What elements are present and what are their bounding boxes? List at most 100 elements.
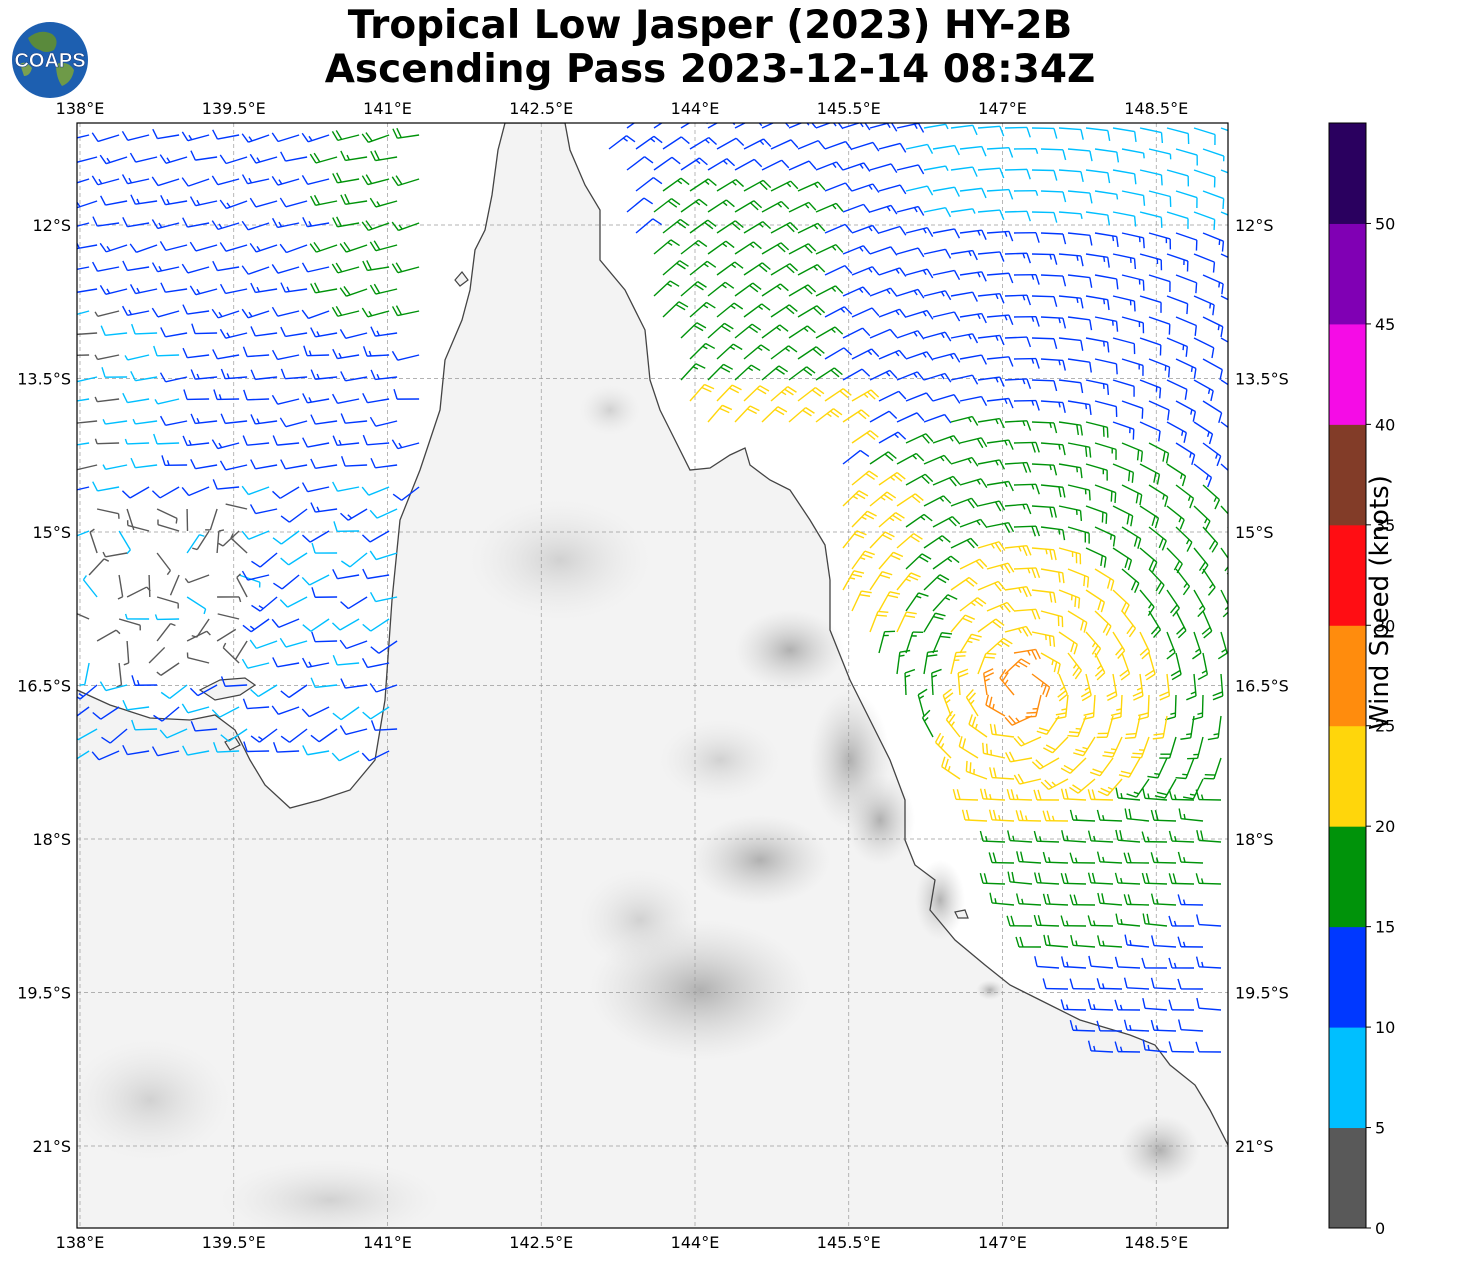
wind-barb (1150, 893, 1177, 906)
wind-barb (959, 633, 982, 654)
wind-barb (923, 612, 946, 633)
wind-barb (961, 809, 988, 822)
wind-barb (1195, 873, 1222, 885)
wind-barb (1201, 610, 1213, 639)
wind-barb (279, 637, 308, 648)
wind-barb (1177, 851, 1204, 864)
wind-barb (280, 728, 308, 743)
wind-barb (1168, 957, 1195, 969)
wind-barb (851, 470, 879, 486)
wind-barb (1166, 337, 1188, 357)
wind-barb (1193, 505, 1211, 531)
wind-barb (788, 243, 817, 255)
wind-barb (77, 178, 90, 184)
wind-barb (959, 354, 988, 365)
wind-barb (205, 508, 218, 531)
wind-barb (743, 138, 772, 150)
wind-barb (950, 497, 979, 509)
wind-barb (186, 596, 207, 615)
wind-barb (1067, 316, 1093, 331)
wind-barb (1031, 337, 1058, 350)
wind-barb (102, 551, 128, 558)
lat-tick-label-right: 12°S (1235, 216, 1274, 235)
wind-barb (272, 657, 300, 668)
wind-barb (301, 175, 330, 186)
wind-barb (950, 166, 978, 177)
wind-barb (160, 282, 188, 293)
wind-barb (1148, 400, 1170, 421)
wind-barb (211, 706, 240, 718)
wind-barb (986, 146, 1014, 158)
wind-barb (153, 706, 180, 722)
wind-barb (950, 124, 978, 136)
lon-tick-label-bottom: 144°E (671, 1233, 720, 1252)
wind-barb (986, 272, 1014, 284)
wind-barb (391, 175, 420, 187)
wind-barb (77, 288, 98, 293)
wind-barb (1013, 648, 1041, 660)
wind-barb (626, 197, 654, 213)
wind-barb (77, 156, 98, 163)
wind-barb (1060, 873, 1087, 885)
wind-barb (959, 597, 987, 612)
wind-barb (1220, 295, 1228, 301)
wind-barb (129, 243, 158, 253)
wind-barb (680, 123, 709, 129)
wind-barb (1042, 851, 1069, 864)
wind-barb (391, 439, 420, 450)
wind-barb (770, 180, 799, 192)
wind-barb (1058, 169, 1084, 182)
wind-barb (1033, 872, 1060, 885)
wind-barb (1004, 625, 1033, 637)
wind-barb (1193, 295, 1215, 316)
wind-barb (815, 367, 843, 381)
lon-tick-label-bottom: 147°E (978, 1233, 1027, 1252)
wind-barb (156, 596, 179, 609)
wind-barb (1121, 610, 1137, 638)
wind-barb (280, 459, 308, 470)
wind-barb (361, 307, 390, 318)
wind-barb (340, 508, 368, 521)
wind-barb (242, 435, 270, 446)
wind-barb (271, 306, 300, 317)
wind-barb (1141, 957, 1168, 969)
wind-barb (124, 438, 150, 445)
wind-barb (851, 348, 880, 360)
wind-barb (1004, 461, 1032, 473)
colorbar-tick-label: 10 (1375, 1018, 1395, 1037)
wind-barb (1069, 852, 1096, 864)
wind-barb (689, 178, 717, 192)
wind-barb (303, 345, 330, 357)
wind-barb (271, 394, 300, 405)
wind-barb (761, 365, 788, 381)
wind-barb (1193, 379, 1214, 402)
wind-barb (1175, 190, 1198, 209)
colorbar-bin (1329, 1127, 1366, 1229)
wind-barb (815, 408, 843, 423)
wind-barb (151, 219, 180, 230)
wind-barb (310, 282, 338, 294)
wind-barb (788, 325, 816, 339)
wind-barb (309, 241, 338, 253)
wind-barb (824, 388, 852, 402)
wind-barb (369, 550, 398, 561)
wind-barb (1102, 736, 1123, 758)
wind-barb (77, 376, 98, 383)
wind-barb (1142, 913, 1168, 927)
wind-barb (788, 366, 816, 381)
wind-barb (1004, 503, 1032, 515)
wind-barb (1094, 610, 1112, 636)
wind-barb (1069, 894, 1096, 906)
wind-barb (1121, 148, 1145, 159)
wind-barb (977, 251, 1005, 262)
wind-barb (896, 493, 924, 507)
wind-barb (923, 535, 951, 549)
wind-barb (184, 574, 210, 584)
terrain-shade (470, 500, 650, 620)
wind-barb (77, 200, 98, 209)
lat-tick-label-right: 15°S (1235, 523, 1274, 542)
wind-barb (1085, 379, 1110, 396)
lon-tick-label-bottom: 141°E (363, 1233, 412, 1252)
wind-barb (369, 416, 398, 427)
wind-barb (1202, 232, 1225, 252)
